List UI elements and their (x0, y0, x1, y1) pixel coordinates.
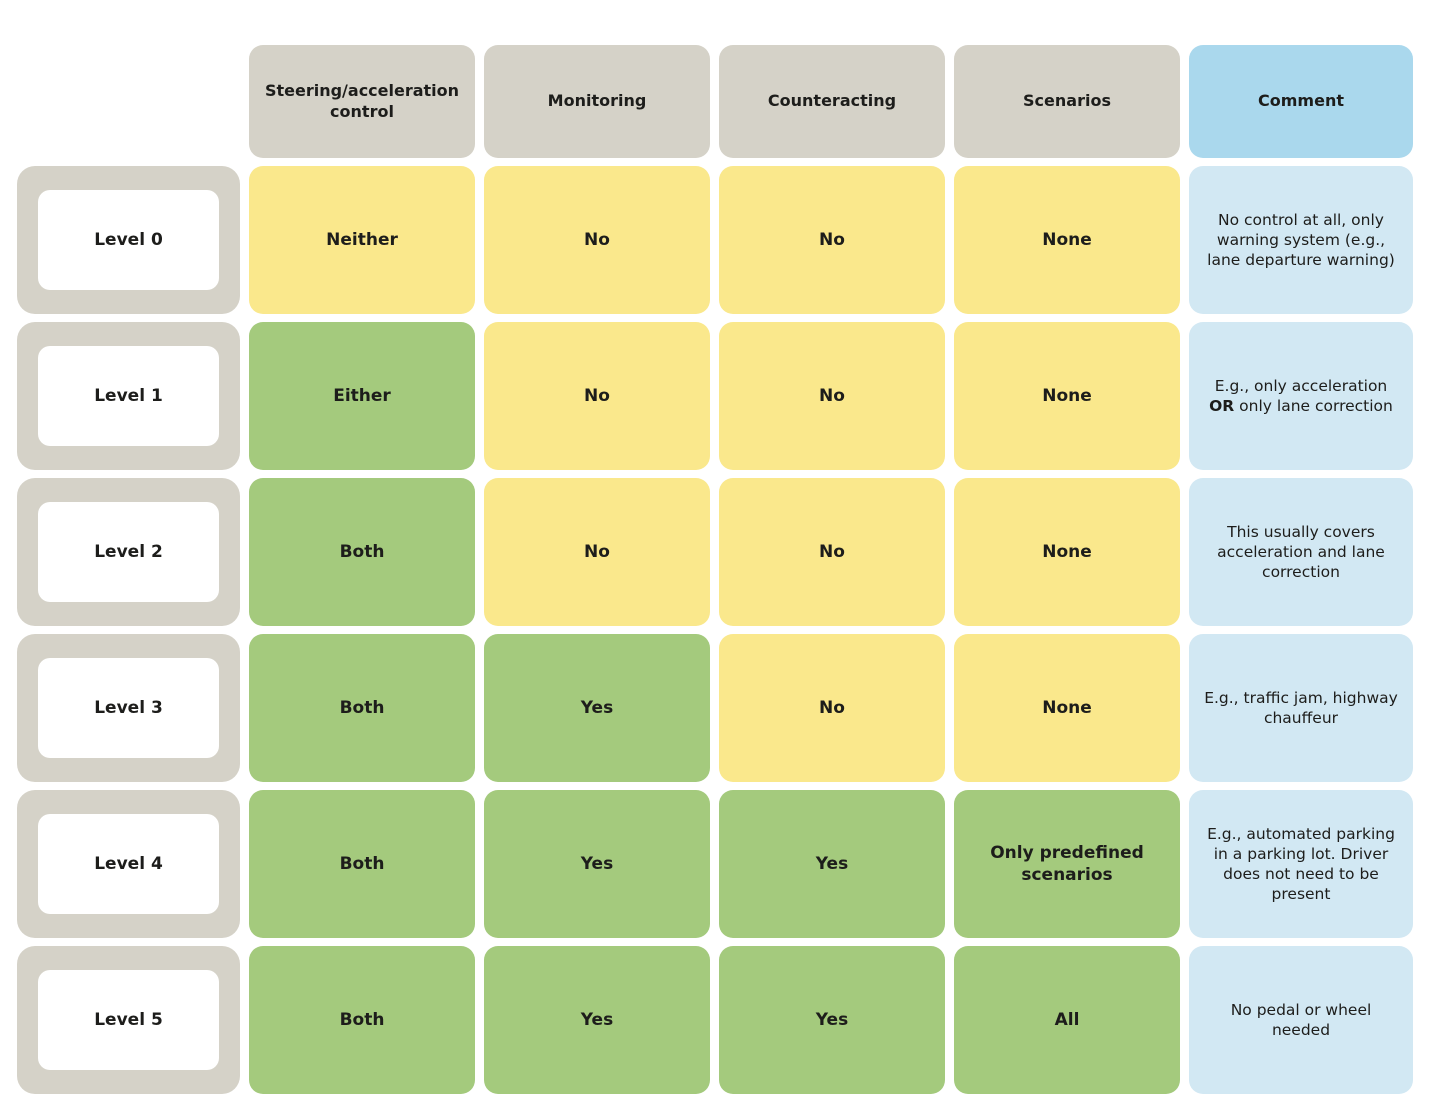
level-0-box: Level 0 (17, 166, 240, 314)
cell-scenarios-level-3: None (954, 634, 1180, 782)
comment-text: No pedal or wheel needed (1203, 1000, 1399, 1040)
level-label: Level 0 (94, 230, 163, 250)
comment-segment: only lane correction (1234, 397, 1393, 415)
cell-steering-acceleration-control-level-4: Both (249, 790, 475, 938)
cell-counteracting-level-4: Yes (719, 790, 945, 938)
cell-value: Yes (815, 1009, 849, 1030)
comment-text: E.g., automated parking in a parking lot… (1203, 824, 1399, 905)
cell-monitoring-level-4: Yes (484, 790, 710, 938)
cell-comment-level-1: E.g., only acceleration OR only lane cor… (1189, 322, 1413, 470)
column-header-label: Steering/acceleration control (264, 80, 460, 121)
cell-value: Both (339, 1009, 385, 1030)
level-label: Level 1 (94, 386, 163, 406)
level-label: Level 4 (94, 854, 163, 874)
cell-steering-acceleration-control-level-5: Both (249, 946, 475, 1094)
level-4-label-card: Level 4 (38, 814, 219, 914)
cell-value: No (819, 541, 845, 562)
comment-segment: This usually covers acceleration and lan… (1217, 522, 1385, 582)
cell-value: Only predefined scenarios (990, 842, 1144, 885)
cell-value: Both (339, 853, 385, 874)
column-header-monitoring: Monitoring (484, 45, 710, 158)
cell-scenarios-level-4: Only predefined scenarios (954, 790, 1180, 938)
level-label: Level 3 (94, 698, 163, 718)
cell-steering-acceleration-control-level-2: Both (249, 478, 475, 626)
comment-text: E.g., traffic jam, highway chauffeur (1203, 688, 1399, 728)
column-header-label: Counteracting (767, 91, 897, 111)
cell-value: All (1054, 1009, 1080, 1030)
cell-value: None (1042, 385, 1092, 406)
comment-segment: E.g., traffic jam, highway chauffeur (1204, 688, 1398, 727)
comment-segment: No control at all, only warning system (… (1207, 210, 1395, 270)
cell-comment-level-2: This usually covers acceleration and lan… (1189, 478, 1413, 626)
cell-comment-level-4: E.g., automated parking in a parking lot… (1189, 790, 1413, 938)
cell-monitoring-level-5: Yes (484, 946, 710, 1094)
level-1-box: Level 1 (17, 322, 240, 470)
cell-value: Neither (326, 229, 398, 250)
cell-value: Yes (580, 853, 614, 874)
level-5-box: Level 5 (17, 946, 240, 1094)
comment-text: No control at all, only warning system (… (1203, 210, 1399, 270)
cell-value: None (1042, 541, 1092, 562)
column-header-comment: Comment (1189, 45, 1413, 158)
column-header-label: Monitoring (547, 91, 647, 111)
cell-value: None (1042, 229, 1092, 250)
comment-text: This usually covers acceleration and lan… (1203, 522, 1399, 582)
cell-counteracting-level-1: No (719, 322, 945, 470)
cell-scenarios-level-2: None (954, 478, 1180, 626)
cell-comment-level-5: No pedal or wheel needed (1189, 946, 1413, 1094)
cell-value: None (1042, 697, 1092, 718)
cell-steering-acceleration-control-level-1: Either (249, 322, 475, 470)
cell-counteracting-level-2: No (719, 478, 945, 626)
level-2-label-card: Level 2 (38, 502, 219, 602)
comment-segment-bold: OR (1209, 397, 1235, 415)
cell-monitoring-level-1: No (484, 322, 710, 470)
cell-comment-level-3: E.g., traffic jam, highway chauffeur (1189, 634, 1413, 782)
cell-steering-acceleration-control-level-3: Both (249, 634, 475, 782)
level-5-label-card: Level 5 (38, 970, 219, 1070)
level-3-box: Level 3 (17, 634, 240, 782)
automation-levels-table: Steering/acceleration control Monitoring… (17, 45, 1413, 1094)
level-4-box: Level 4 (17, 790, 240, 938)
comment-segment: No pedal or wheel needed (1230, 1000, 1372, 1039)
column-header-counteracting: Counteracting (719, 45, 945, 158)
cell-value: Yes (580, 1009, 614, 1030)
comment-segment: E.g., automated parking in a parking lot… (1207, 824, 1395, 904)
cell-monitoring-level-0: No (484, 166, 710, 314)
column-header-steering-acceleration-control: Steering/acceleration control (249, 45, 475, 158)
cell-value: No (584, 541, 610, 562)
level-0-label-card: Level 0 (38, 190, 219, 290)
column-header-label: Scenarios (1023, 91, 1111, 111)
cell-monitoring-level-3: Yes (484, 634, 710, 782)
level-3-label-card: Level 3 (38, 658, 219, 758)
cell-value: Both (339, 697, 385, 718)
cell-value: No (584, 229, 610, 250)
cell-value: No (819, 697, 845, 718)
column-header-scenarios: Scenarios (954, 45, 1180, 158)
cell-monitoring-level-2: No (484, 478, 710, 626)
cell-counteracting-level-5: Yes (719, 946, 945, 1094)
cell-value: No (584, 385, 610, 406)
cell-value: Yes (815, 853, 849, 874)
cell-counteracting-level-3: No (719, 634, 945, 782)
cell-scenarios-level-0: None (954, 166, 1180, 314)
cell-counteracting-level-0: No (719, 166, 945, 314)
cell-scenarios-level-1: None (954, 322, 1180, 470)
level-label: Level 2 (94, 542, 163, 562)
cell-steering-acceleration-control-level-0: Neither (249, 166, 475, 314)
corner-empty-cell (17, 45, 240, 158)
cell-value: No (819, 229, 845, 250)
level-label: Level 5 (94, 1010, 163, 1030)
cell-value: Either (333, 385, 391, 406)
comment-segment: E.g., only acceleration (1214, 376, 1388, 395)
cell-value: No (819, 385, 845, 406)
cell-value: Yes (580, 697, 614, 718)
level-2-box: Level 2 (17, 478, 240, 626)
cell-scenarios-level-5: All (954, 946, 1180, 1094)
level-1-label-card: Level 1 (38, 346, 219, 446)
cell-comment-level-0: No control at all, only warning system (… (1189, 166, 1413, 314)
comment-text: E.g., only acceleration OR only lane cor… (1203, 376, 1399, 416)
column-header-label: Comment (1258, 91, 1344, 111)
cell-value: Both (339, 541, 385, 562)
